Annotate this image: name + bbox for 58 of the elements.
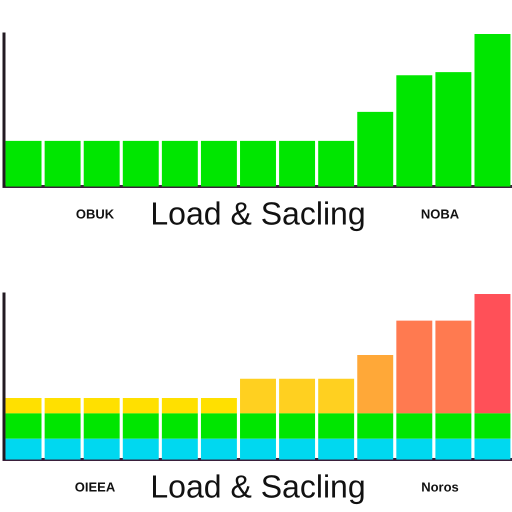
bar <box>396 438 432 460</box>
x-axis-title: Load & Sacling <box>150 468 366 505</box>
bar <box>122 413 159 439</box>
bar <box>6 438 42 460</box>
bar <box>435 72 472 187</box>
bar <box>162 413 198 439</box>
bar <box>318 438 354 460</box>
bar <box>162 438 198 460</box>
bar <box>6 413 42 439</box>
bar <box>318 413 354 439</box>
bar <box>357 438 394 460</box>
bar <box>240 438 276 460</box>
bar <box>357 112 394 187</box>
bar <box>122 398 159 414</box>
text: NOBA <box>420 206 460 222</box>
bar <box>6 140 42 187</box>
bar <box>84 398 120 414</box>
x-axis-title: Load & Sacling <box>150 196 366 232</box>
bar <box>240 140 276 187</box>
bar <box>396 320 432 414</box>
bar <box>318 140 354 187</box>
bar <box>84 413 120 439</box>
bar <box>435 438 472 460</box>
bar <box>240 378 276 414</box>
bar <box>200 398 237 414</box>
text: OBUK <box>76 206 115 222</box>
bar <box>474 413 510 439</box>
bar <box>84 140 120 187</box>
bar <box>162 140 198 187</box>
bar <box>357 354 394 414</box>
bar <box>6 398 42 414</box>
bar <box>357 413 394 439</box>
bar <box>474 34 510 187</box>
bar <box>240 413 276 439</box>
bar <box>200 438 237 460</box>
bar <box>162 398 198 414</box>
bar <box>200 140 237 187</box>
bar <box>279 140 316 187</box>
bar <box>122 438 159 460</box>
bar <box>200 413 237 439</box>
bar <box>396 413 432 439</box>
bar <box>396 75 432 187</box>
bar <box>122 140 159 187</box>
bar <box>279 438 316 460</box>
bar <box>44 438 81 460</box>
bar <box>435 320 472 414</box>
bar <box>474 438 510 460</box>
bar <box>318 378 354 414</box>
text: Noros <box>421 480 459 495</box>
bar <box>474 294 510 414</box>
bar <box>279 378 316 414</box>
bar <box>44 140 81 187</box>
bar <box>435 413 472 439</box>
bar <box>279 413 316 439</box>
bar <box>84 438 120 460</box>
bar <box>44 413 81 439</box>
bar <box>44 398 81 414</box>
text: OIEEA <box>74 480 116 495</box>
